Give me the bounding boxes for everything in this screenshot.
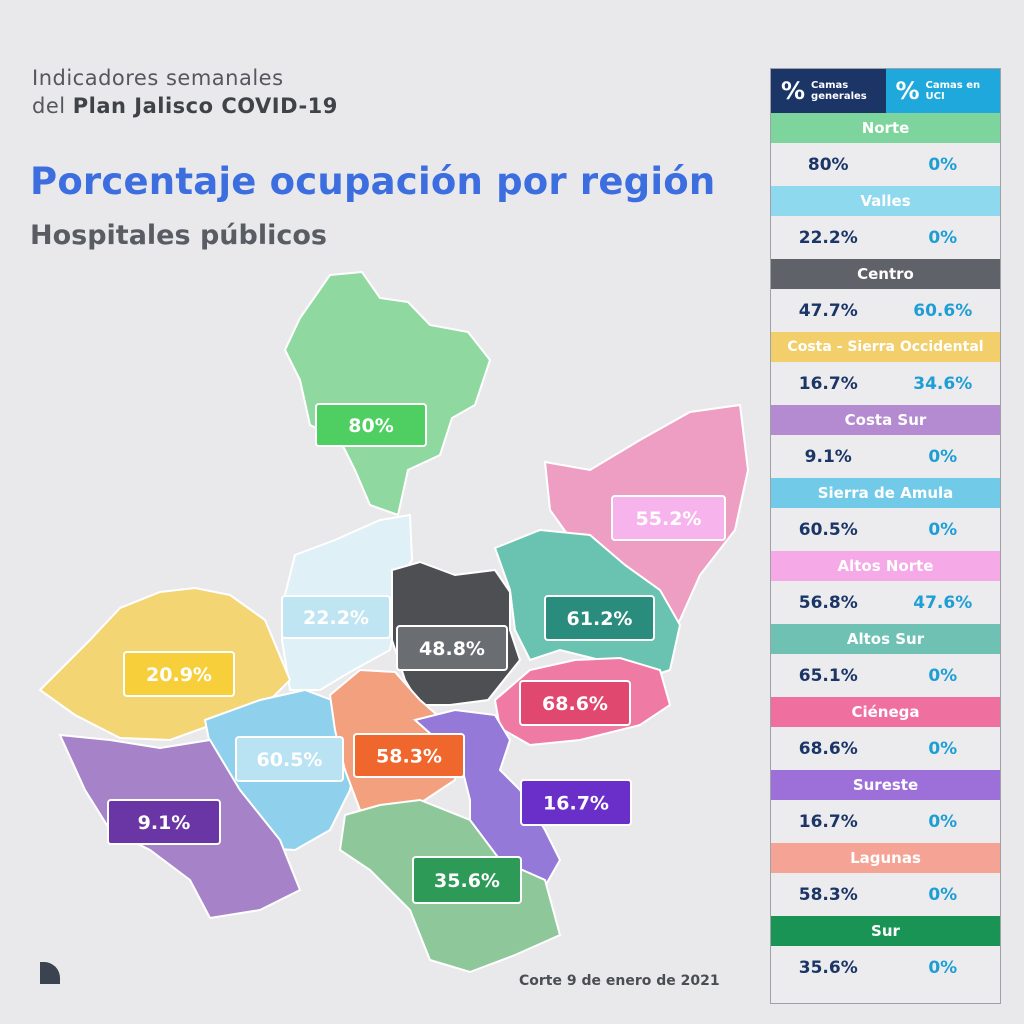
region-value-label: 58.3% — [376, 746, 442, 768]
page-subtitle: Hospitales públicos — [30, 220, 327, 251]
region-value-badge — [519, 680, 631, 726]
region-values-row: 47.7% 60.6% — [771, 289, 1000, 332]
header-line1: Indicadores semanales — [32, 66, 284, 90]
region-value-label: 35.6% — [434, 870, 500, 892]
region-value-badge — [544, 595, 655, 641]
general-beds-value: 58.3% — [798, 884, 858, 905]
region-value-badge — [412, 856, 522, 904]
general-beds-value: 22.2% — [798, 227, 858, 248]
header-general-label: Camas generales — [811, 80, 867, 102]
region-value-badge — [520, 779, 632, 826]
header-general-beds: % Camas generales — [771, 69, 886, 113]
uci-beds-value: 34.6% — [913, 373, 973, 394]
table-body: Norte 80% 0% Valles 22.2% 0% Centro 47.7% 60.6% C… — [771, 113, 1000, 989]
region-value-label: 16.7% — [543, 793, 609, 815]
uci-beds-value: 0% — [928, 957, 958, 978]
general-beds-value: 47.7% — [798, 300, 858, 321]
uci-beds-value: 0% — [928, 665, 958, 686]
region-header: Altos Norte — [771, 551, 1000, 581]
general-beds-value: 68.6% — [798, 738, 858, 759]
region-values-row: 68.6% 0% — [771, 727, 1000, 770]
region-header: Valles — [771, 186, 1000, 216]
general-beds-value: 16.7% — [798, 373, 858, 394]
region-value-badge — [315, 403, 427, 447]
region-value-label: 80% — [348, 415, 393, 437]
region-values-row: 16.7% 0% — [771, 800, 1000, 843]
page-title: Porcentaje ocupación por región — [30, 160, 716, 203]
region-value-label: 55.2% — [636, 508, 702, 530]
footer-date: Corte 9 de enero de 2021 — [519, 973, 720, 989]
region-value-label: 20.9% — [146, 664, 212, 686]
general-beds-value: 65.1% — [798, 665, 858, 686]
region-value-badge — [353, 733, 465, 778]
region-header: Sierra de Amula — [771, 478, 1000, 508]
uci-beds-value: 0% — [928, 154, 958, 175]
general-beds-value: 35.6% — [798, 957, 858, 978]
region-value-label: 22.2% — [303, 607, 369, 629]
region-values-row: 56.8% 47.6% — [771, 581, 1000, 624]
uci-beds-value: 0% — [928, 884, 958, 905]
region-values-row: 60.5% 0% — [771, 508, 1000, 551]
uci-beds-value: 0% — [928, 811, 958, 832]
region-values-row: 9.1% 0% — [771, 435, 1000, 478]
region-header: Centro — [771, 259, 1000, 289]
percent-symbol: % — [895, 77, 920, 105]
region-header: Norte — [771, 113, 1000, 143]
header-line2-prefix: del — [32, 94, 73, 118]
region-value-badge — [107, 799, 221, 845]
region-value-label: 9.1% — [138, 812, 191, 834]
logo-icon — [40, 962, 60, 984]
region-header: Costa - Sierra Occidental — [771, 332, 1000, 362]
region-values-row: 58.3% 0% — [771, 873, 1000, 916]
region-values-row: 80% 0% — [771, 143, 1000, 186]
map-region — [412, 708, 562, 897]
region-values-row: 65.1% 0% — [771, 654, 1000, 697]
uci-beds-value: 47.6% — [913, 592, 973, 613]
uci-beds-value: 0% — [928, 519, 958, 540]
uci-beds-value: 0% — [928, 738, 958, 759]
general-beds-value: 56.8% — [798, 592, 858, 613]
region-value-label: 68.6% — [542, 693, 608, 715]
header-line2: del Plan Jalisco COVID-19 — [32, 94, 338, 118]
region-value-badge — [235, 736, 344, 782]
occupancy-table: % Camas generales % Camas en UCI Norte 80… — [770, 68, 1001, 1004]
region-value-badge — [611, 495, 726, 541]
region-value-badge — [281, 595, 391, 639]
general-beds-value: 9.1% — [804, 446, 852, 467]
uci-beds-value: 0% — [928, 227, 958, 248]
jalisco-map: 80% 55.2% 22.2% 48.8% 61.2% 20.9% 68.6% 60.5% 58… — [38, 270, 750, 974]
table-header: % Camas generales % Camas en UCI — [771, 69, 1000, 113]
general-beds-value: 80% — [807, 154, 849, 175]
uci-beds-value: 0% — [928, 446, 958, 467]
region-value-badge — [123, 651, 235, 697]
general-beds-value: 60.5% — [798, 519, 858, 540]
region-value-label: 61.2% — [567, 608, 633, 630]
region-header: Altos Sur — [771, 624, 1000, 654]
region-values-row: 22.2% 0% — [771, 216, 1000, 259]
region-header: Sur — [771, 916, 1000, 946]
header-uci-label: Camas en UCI — [925, 80, 981, 102]
general-beds-value: 16.7% — [798, 811, 858, 832]
region-header: Costa Sur — [771, 405, 1000, 435]
region-value-label: 60.5% — [257, 749, 323, 771]
region-values-row: 16.7% 34.6% — [771, 362, 1000, 405]
region-header: Lagunas — [771, 843, 1000, 873]
header-line2-bold: Plan Jalisco COVID-19 — [72, 94, 338, 118]
percent-symbol: % — [781, 77, 806, 105]
map-region — [283, 270, 492, 517]
uci-beds-value: 60.6% — [913, 300, 973, 321]
region-value-label: 48.8% — [419, 638, 485, 660]
header-uci-beds: % Camas en UCI — [885, 69, 1000, 113]
region-header: Ciénega — [771, 697, 1000, 727]
region-values-row: 35.6% 0% — [771, 946, 1000, 989]
region-header: Sureste — [771, 770, 1000, 800]
region-value-badge — [396, 625, 508, 671]
